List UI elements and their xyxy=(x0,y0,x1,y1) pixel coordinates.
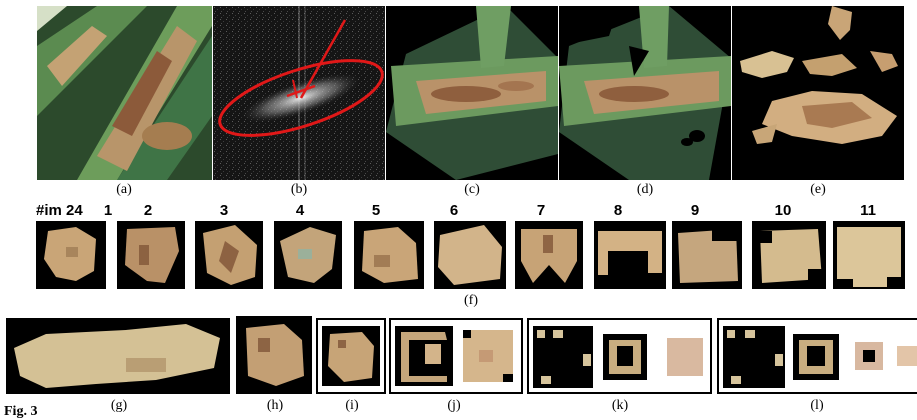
caption-a: (a) xyxy=(116,182,132,197)
lesion-crop-j-2 xyxy=(463,330,513,382)
rotated-leaf-image xyxy=(386,6,558,180)
caption-f: (f) xyxy=(464,293,478,308)
crop-number-1: 1 xyxy=(103,202,113,219)
caption-b: (b) xyxy=(290,182,308,197)
lesion-crop-7 xyxy=(515,221,583,289)
figure-caption: Fig. 3 xyxy=(4,404,37,420)
lesion-crop-2 xyxy=(117,221,185,289)
crop-number-8: 8 xyxy=(613,202,623,219)
caption-j: (j) xyxy=(447,398,461,413)
boxed-group-j xyxy=(389,318,523,394)
crop-number-7: 7 xyxy=(536,202,546,219)
boxed-group-l xyxy=(717,318,917,394)
lesion-crop-k-2 xyxy=(603,334,647,380)
fft-spectrum-panel-b xyxy=(213,6,385,180)
lesion-crop-l-2 xyxy=(793,334,839,380)
lesion-crop-5 xyxy=(354,221,424,289)
extracted-lesion-panel-e xyxy=(732,6,904,180)
caption-h: (h) xyxy=(266,398,284,413)
lesion-crop-11 xyxy=(833,221,905,289)
lesion-crop-l-1 xyxy=(723,326,785,388)
lesion-crop-1 xyxy=(36,221,106,289)
boxed-group-k xyxy=(527,318,712,394)
figure-caption-label: Fig. 3 xyxy=(4,404,38,419)
lesion-crop-panel-h xyxy=(236,316,312,394)
leaf-photo-panel-a xyxy=(37,6,212,180)
crop-number-11: 11 xyxy=(860,202,876,219)
masked-leaf-panel-d xyxy=(559,6,731,180)
lesion-crop-8 xyxy=(594,221,666,289)
lesion-crop-6 xyxy=(434,221,506,289)
caption-c: (c) xyxy=(464,182,480,197)
crop-number-10: 10 xyxy=(774,202,792,219)
crop-number-5: 5 xyxy=(371,202,381,219)
caption-i: (i) xyxy=(345,398,359,413)
lesion-crop-10 xyxy=(752,221,826,289)
caption-l: (l) xyxy=(810,398,824,413)
crop-number-2: 2 xyxy=(143,202,153,219)
leaf-photo-image xyxy=(37,6,212,180)
caption-k: (k) xyxy=(611,398,629,413)
crop-number-4: 4 xyxy=(295,202,305,219)
lesion-crop-i xyxy=(322,326,380,386)
crop-number-9: 9 xyxy=(690,202,700,219)
crop-number-3: 3 xyxy=(219,202,229,219)
lesion-crop-k-1 xyxy=(533,326,593,388)
lesion-crop-l-3 xyxy=(855,342,883,370)
caption-g: (g) xyxy=(110,398,128,413)
fft-spectrum-image xyxy=(213,6,385,180)
lesion-crop-l-4 xyxy=(897,346,917,366)
fft-ellipse-shape xyxy=(218,59,384,137)
caption-d: (d) xyxy=(636,182,654,197)
lesion-crop-l-3-dark-center xyxy=(863,350,875,362)
lesion-crop-3 xyxy=(195,221,263,289)
elongated-lesion-panel-g xyxy=(6,318,230,394)
masked-leaf-image xyxy=(559,6,731,180)
lesion-crop-4 xyxy=(274,221,342,289)
lesion-crop-j-1 xyxy=(395,326,453,386)
lesion-crop-k-3 xyxy=(667,338,703,376)
boxed-group-i xyxy=(316,318,386,394)
crop-number-6: 6 xyxy=(449,202,459,219)
lesion-crop-9 xyxy=(672,221,742,289)
extracted-lesion-image xyxy=(732,6,904,180)
image-index-label: #im 24 xyxy=(36,202,83,219)
rotated-leaf-panel-c xyxy=(386,6,558,180)
fft-minor-axis-line xyxy=(299,19,347,99)
caption-e: (e) xyxy=(810,182,826,197)
